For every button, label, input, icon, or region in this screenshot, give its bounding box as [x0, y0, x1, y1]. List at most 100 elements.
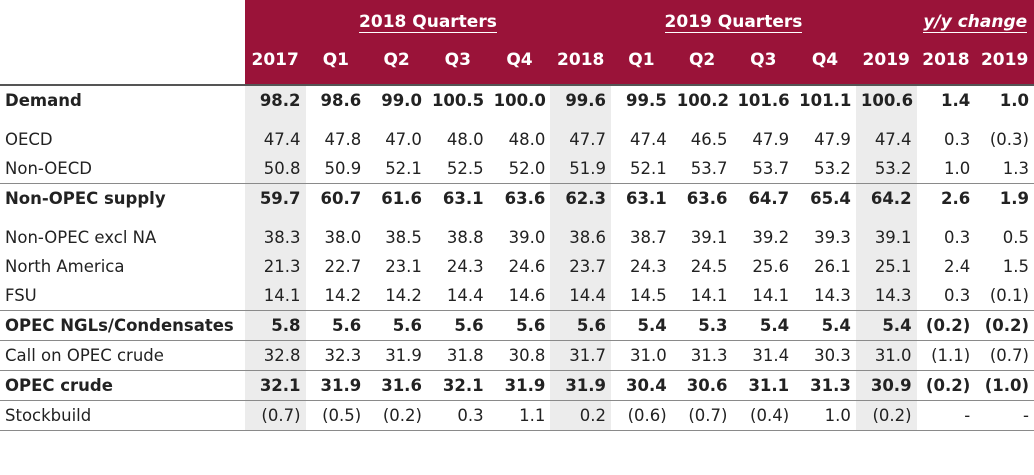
value-cell: 25.1: [855, 252, 917, 281]
value-cell: 26.1: [814, 257, 851, 276]
value-cell: 64.7: [732, 183, 795, 213]
value-cell: 5.4: [732, 310, 795, 341]
col-header: 2017: [244, 36, 306, 85]
value-cell: 38.0: [324, 228, 362, 247]
value-cell: 46.5: [690, 130, 728, 149]
value-cell: 14.1: [244, 281, 306, 311]
group-yy-change: y/y change: [916, 0, 1034, 36]
value-cell: (0.7): [975, 340, 1034, 371]
value-cell: 14.2: [385, 286, 422, 305]
table-row: Non-OECD 50.8 50.9 52.1 52.5 52.0 51.9 52.1 53.7…: [0, 154, 1034, 184]
value-cell: 0.5: [1002, 228, 1029, 247]
value-cell: 65.4: [794, 183, 856, 213]
value-cell: -: [916, 400, 976, 431]
value-cell: 5.6: [488, 310, 551, 341]
value-cell: 31.1: [732, 370, 795, 401]
header-column-row: 2017 Q1 Q2 Q3 Q4 2018 Q1 Q2 Q3 Q4 2019 2…: [0, 36, 1034, 85]
value-cell: 31.4: [732, 340, 795, 371]
value-cell: 38.3: [244, 223, 306, 252]
value-cell: 50.8: [244, 154, 306, 184]
row-label: Stockbuild: [0, 400, 245, 431]
value-cell: 14.1: [752, 286, 790, 305]
value-cell: 31.6: [366, 370, 427, 401]
value-cell: 100.5: [426, 84, 489, 115]
value-cell: (0.5): [305, 400, 367, 431]
value-cell: 1.1: [488, 400, 551, 431]
value-cell: (1.1): [916, 340, 976, 371]
value-cell: 52.5: [446, 159, 484, 178]
col-header: Q3: [732, 36, 795, 85]
row-label: North America: [5, 257, 125, 276]
header-spacer-2017: [244, 0, 306, 36]
value-cell: 99.5: [611, 84, 672, 115]
value-cell: 52.0: [508, 159, 546, 178]
spacer-cell: [427, 213, 489, 223]
value-cell: 1.3: [1002, 159, 1029, 178]
value-cell: 14.4: [550, 281, 612, 311]
value-cell: 39.0: [508, 228, 546, 247]
table-row: OPEC NGLs/Condensates 5.8 5.6 5.6 5.6 5.6 5.6 5…: [0, 310, 1034, 341]
value-cell: (0.1): [989, 286, 1029, 305]
value-cell: 5.4: [855, 310, 917, 341]
col-header: Q4: [488, 36, 551, 85]
value-cell: 14.3: [814, 286, 851, 305]
spacer-cell: [489, 115, 551, 125]
header-group-row: 2018 Quarters 2019 Quarters y/y change: [0, 0, 1034, 36]
spacer-cell: [427, 115, 489, 125]
value-cell: 38.7: [630, 228, 667, 247]
row-label: FSU: [5, 286, 37, 305]
value-cell: 1.0: [794, 400, 856, 431]
value-cell: 47.4: [630, 130, 667, 149]
value-cell: 47.7: [550, 125, 612, 154]
value-cell: 23.1: [385, 257, 422, 276]
value-cell: 0.3: [943, 286, 971, 305]
spacer-cell: [306, 115, 367, 125]
value-cell: 101.1: [794, 84, 856, 115]
row-label: OPEC NGLs/Condensates: [0, 310, 245, 341]
value-cell: -: [975, 400, 1034, 431]
value-cell: 24.3: [630, 257, 667, 276]
col-header: Q3: [426, 36, 489, 85]
table-row: FSU 14.1 14.2 14.2 14.4 14.6 14.4 14.5 14.1 14.1 1…: [0, 281, 1034, 311]
value-cell: 47.9: [752, 130, 790, 149]
value-cell: 32.8: [244, 340, 306, 371]
row-label: Non-OPEC excl NA: [5, 228, 157, 247]
value-cell: 52.1: [630, 159, 667, 178]
table-row: OECD 47.4 47.8 47.0 48.0 48.0 47.7 47.4 46.5 47.9…: [0, 125, 1034, 154]
value-cell: 50.9: [324, 159, 362, 178]
value-cell: 25.6: [752, 257, 790, 276]
value-cell: (0.2): [366, 400, 427, 431]
value-cell: (0.2): [916, 310, 976, 341]
value-cell: 32.1: [426, 370, 489, 401]
value-cell: 0.3: [943, 130, 971, 149]
value-cell: 1.0: [943, 159, 971, 178]
col-header: Q2: [671, 36, 733, 85]
value-cell: 100.0: [488, 84, 551, 115]
col-header: 2019: [855, 36, 917, 85]
header-blank-cell: [0, 0, 245, 36]
value-cell: 99.0: [366, 84, 427, 115]
value-cell: 63.1: [426, 183, 489, 213]
value-cell: 14.3: [855, 281, 917, 311]
value-cell: 14.5: [630, 286, 667, 305]
value-cell: 2.4: [943, 257, 971, 276]
value-cell: 31.8: [426, 340, 489, 371]
group-2018-quarters: 2018 Quarters: [305, 0, 551, 36]
value-cell: 30.6: [671, 370, 733, 401]
col-header: Q2: [366, 36, 427, 85]
value-cell: 62.3: [550, 183, 612, 213]
value-cell: 30.9: [855, 370, 917, 401]
group-2019-quarters: 2019 Quarters: [611, 0, 856, 36]
col-header: Q1: [305, 36, 367, 85]
spacer-cell: [244, 213, 306, 223]
spacer-cell: [975, 115, 1034, 125]
value-cell: 38.6: [550, 223, 612, 252]
value-cell: 5.4: [611, 310, 672, 341]
value-cell: 63.6: [671, 183, 733, 213]
value-cell: 1.5: [1002, 257, 1029, 276]
value-cell: 31.7: [550, 340, 612, 371]
value-cell: 1.9: [975, 183, 1034, 213]
spacer-cell: [550, 213, 612, 223]
value-cell: 32.1: [244, 370, 306, 401]
spacer-cell: [917, 115, 976, 125]
